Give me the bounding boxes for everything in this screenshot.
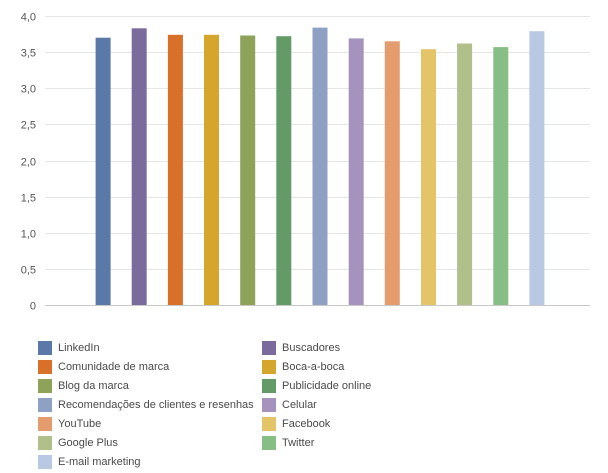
y-tick-label: 3,0 — [21, 84, 36, 96]
bar-celular[interactable] — [348, 38, 364, 306]
legend-label: Google Plus — [58, 437, 118, 449]
legend-label: E-mail marketing — [58, 456, 141, 468]
legend-label: Comunidade de marca — [58, 361, 170, 373]
legend-swatch — [38, 379, 52, 393]
bar-publicidade-online[interactable] — [276, 36, 292, 305]
legend-swatch — [38, 455, 52, 469]
bar-blog-da-marca[interactable] — [240, 35, 256, 306]
legend-item[interactable]: YouTube — [38, 416, 101, 432]
legend-swatch — [262, 417, 276, 431]
legend-label: Celular — [282, 399, 317, 411]
legend-label: LinkedIn — [58, 342, 100, 354]
legend-label: YouTube — [58, 418, 102, 430]
y-tick-label: 1,5 — [21, 193, 36, 205]
legend-swatch — [262, 436, 276, 450]
legend-item[interactable]: E-mail marketing — [38, 454, 141, 470]
legend-item[interactable]: Publicidade online — [262, 378, 371, 394]
bar-linkedin[interactable] — [95, 37, 111, 305]
legend-item[interactable]: Boca-a-boca — [262, 359, 344, 375]
y-tick-label: 3,5 — [21, 48, 36, 60]
legend-item[interactable]: Twitter — [262, 435, 314, 451]
bar-twitter[interactable] — [493, 47, 509, 305]
y-tick-label: 2,0 — [21, 157, 36, 169]
legend-label: Boca-a-boca — [282, 361, 345, 373]
legend-label: Buscadores — [282, 342, 341, 354]
legend-swatch — [38, 398, 52, 412]
legend-item[interactable]: Celular — [262, 397, 317, 413]
legend-swatch — [262, 341, 276, 355]
bar-buscadores[interactable] — [131, 28, 147, 306]
legend-label: Facebook — [282, 418, 331, 430]
bar-facebook[interactable] — [421, 49, 436, 306]
legend-item[interactable]: LinkedIn — [38, 340, 100, 356]
legend-swatch — [38, 417, 52, 431]
legend-item[interactable]: Comunidade de marca — [38, 359, 169, 375]
bar-youtube[interactable] — [384, 41, 400, 306]
bar-comunidade-de-marca[interactable] — [167, 34, 183, 306]
bar-google-plus[interactable] — [457, 43, 473, 306]
y-tick-label: 2,5 — [21, 120, 36, 132]
legend-item[interactable]: Buscadores — [262, 340, 340, 356]
legend-item[interactable]: Recomendações de clientes e resenhas — [38, 397, 254, 413]
legend-label: Twitter — [282, 437, 315, 449]
legend-swatch — [262, 379, 276, 393]
legend-swatch — [262, 360, 276, 374]
legend-item[interactable]: Facebook — [262, 416, 330, 432]
legend-swatch — [38, 360, 52, 374]
bars — [95, 27, 545, 306]
bar-boca-a-boca[interactable] — [204, 34, 219, 306]
legend-label: Publicidade online — [282, 380, 372, 392]
legend-item[interactable]: Blog da marca — [38, 378, 129, 394]
y-tick-label: 4,0 — [21, 12, 36, 24]
bar-e-mail-marketing[interactable] — [529, 31, 545, 305]
y-tick-label: 1,0 — [21, 229, 36, 241]
legend-item[interactable]: Google Plus — [38, 435, 118, 451]
legend-label: Recomendações de clientes e resenhas — [58, 399, 254, 411]
bar-chart: 0 0,5 1,0 1,5 2,0 2,5 3,0 3,5 4,0 — [21, 12, 590, 313]
legend-swatch — [262, 398, 276, 412]
legend-label: Blog da marca — [58, 380, 129, 392]
y-axis-tick-labels: 0 0,5 1,0 1,5 2,0 2,5 3,0 3,5 4,0 — [21, 12, 36, 313]
y-tick-label: 0 — [30, 301, 36, 313]
legend-swatch — [38, 341, 52, 355]
legend-swatch — [38, 436, 52, 450]
bar-recomenda-es-de-clientes-e-resenhas[interactable] — [312, 27, 328, 305]
y-tick-label: 0,5 — [21, 265, 36, 277]
